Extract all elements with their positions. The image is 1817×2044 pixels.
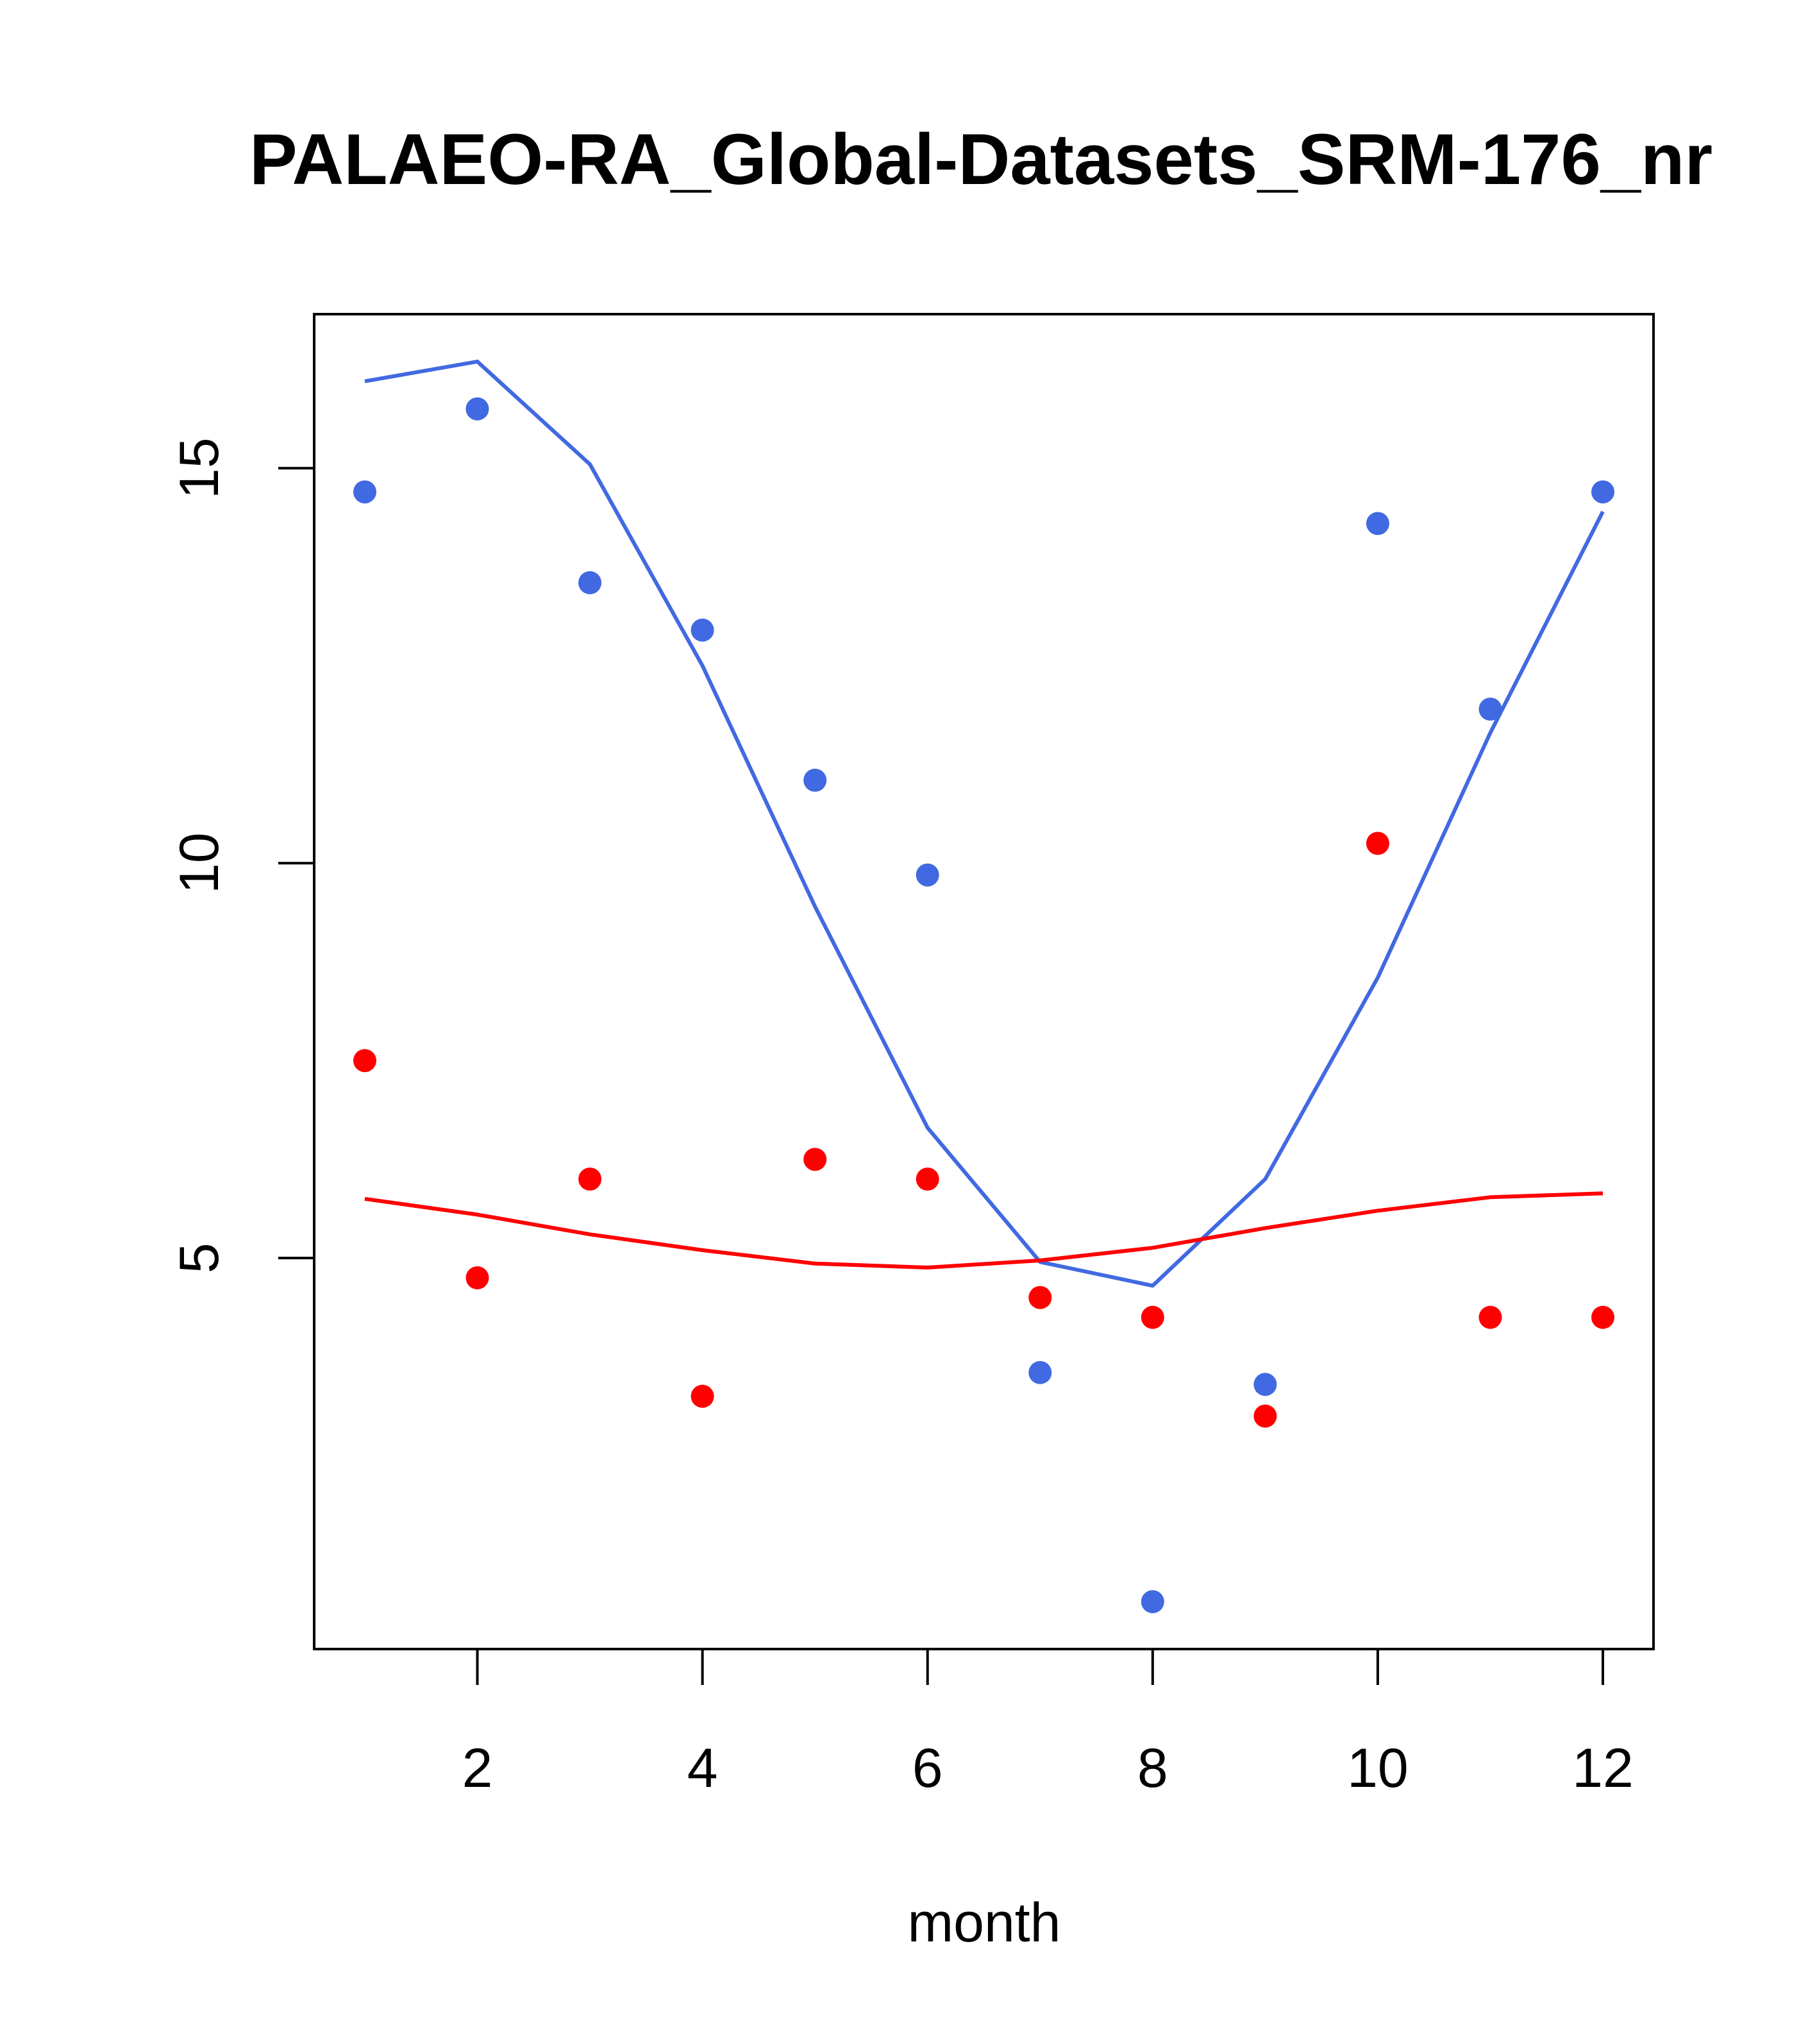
data-point — [1366, 512, 1389, 535]
x-tick-label: 10 — [1347, 1738, 1409, 1799]
data-point — [1141, 1305, 1164, 1329]
data-point — [1028, 1361, 1052, 1384]
x-tick-label: 2 — [462, 1738, 493, 1799]
chart-title: PALAEO-RA_Global-Datasets_SRM-176_nr — [249, 119, 1712, 199]
data-point — [691, 1384, 714, 1408]
data-point — [578, 1168, 602, 1191]
data-point — [803, 1148, 827, 1171]
data-point — [465, 1266, 489, 1289]
x-axis-label: month — [907, 1892, 1060, 1954]
data-point — [1478, 698, 1502, 721]
data-point — [691, 618, 714, 642]
x-tick-label: 4 — [687, 1738, 718, 1799]
data-point — [1141, 1590, 1164, 1614]
data-point — [916, 863, 939, 887]
data-point — [465, 397, 489, 421]
series-line-blue-line — [364, 359, 1605, 1288]
series-blue-points — [353, 397, 1614, 1614]
data-point — [1366, 832, 1389, 855]
data-point — [353, 480, 376, 504]
y-axis: 5 10 15 — [169, 437, 314, 1273]
data-point — [1591, 480, 1614, 504]
data-point — [578, 571, 602, 594]
data-point — [1591, 1305, 1614, 1329]
series-line-red-line — [364, 1191, 1603, 1269]
x-tick-label: 12 — [1572, 1738, 1634, 1799]
x-axis: 2 4 6 8 10 12 — [462, 1648, 1634, 1799]
y-tick-label: 5 — [169, 1243, 230, 1273]
data-point — [916, 1168, 939, 1191]
x-tick-label: 8 — [1137, 1738, 1168, 1799]
data-point — [1253, 1404, 1277, 1428]
series-red-points — [353, 832, 1614, 1428]
series-layer — [353, 359, 1614, 1614]
data-point — [1478, 1305, 1502, 1329]
data-point — [1028, 1286, 1052, 1309]
data-point — [1253, 1373, 1277, 1396]
data-point — [803, 768, 827, 792]
y-tick-label: 15 — [169, 437, 230, 499]
y-tick-label: 10 — [169, 832, 230, 894]
data-point — [353, 1049, 376, 1073]
x-tick-label: 6 — [912, 1738, 943, 1799]
